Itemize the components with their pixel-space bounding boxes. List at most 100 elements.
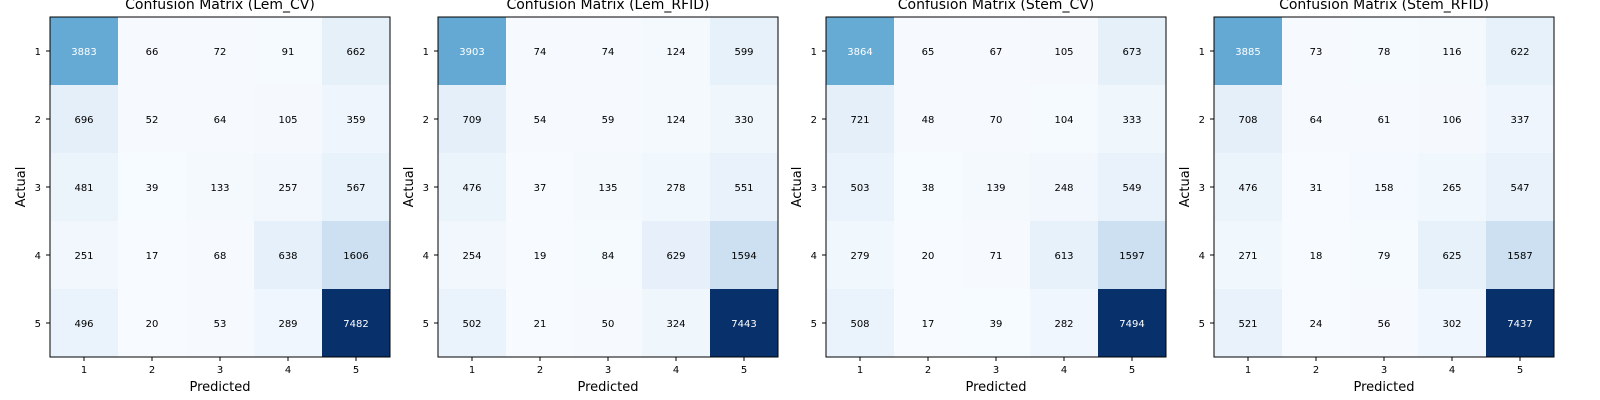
heatmap-cell (186, 289, 254, 357)
y-tick-label: 2 (35, 115, 41, 126)
y-tick-label: 3 (35, 183, 41, 194)
cell-value-label: 549 (1122, 183, 1141, 194)
cell-value-label: 521 (1238, 319, 1257, 330)
heatmap-cell (254, 289, 322, 357)
x-tick-label: 1 (469, 365, 475, 376)
cell-value-label: 3903 (459, 47, 484, 58)
cell-value-label: 271 (1238, 251, 1257, 262)
x-tick-label: 2 (149, 365, 155, 376)
cell-value-label: 106 (1442, 115, 1461, 126)
cell-value-label: 24 (1310, 319, 1323, 330)
heatmap-cell (1418, 153, 1486, 221)
heatmap-cell (1098, 221, 1166, 289)
heatmap-cell (1282, 221, 1350, 289)
y-tick-label: 5 (35, 319, 41, 330)
cell-value-label: 625 (1442, 251, 1461, 262)
heatmap-cell (118, 289, 186, 357)
chart-title: Confusion Matrix (Lem_RFID) (506, 0, 709, 13)
x-tick-label: 2 (537, 365, 543, 376)
x-tick-label: 5 (1129, 365, 1135, 376)
cell-value-label: 547 (1510, 183, 1529, 194)
cell-value-label: 54 (534, 115, 547, 126)
heatmap-cell (1350, 17, 1418, 85)
y-tick-label: 2 (423, 115, 429, 126)
cell-value-label: 105 (1054, 47, 1073, 58)
y-axis-label: Actual (1178, 167, 1193, 208)
cell-value-label: 265 (1442, 183, 1461, 194)
cell-value-label: 476 (1238, 183, 1257, 194)
heatmap-cell (438, 221, 506, 289)
cell-value-label: 503 (850, 183, 869, 194)
cell-value-label: 7494 (1119, 319, 1144, 330)
heatmap-cell (186, 17, 254, 85)
cell-value-label: 17 (922, 319, 935, 330)
heatmap-cell (826, 17, 894, 85)
heatmap-cell (1418, 85, 1486, 153)
heatmap-cell (894, 289, 962, 357)
heatmap-cell (642, 289, 710, 357)
heatmap-cell (642, 153, 710, 221)
y-axis-label: Actual (790, 167, 805, 208)
cell-value-label: 3883 (71, 47, 96, 58)
cell-value-label: 17 (146, 251, 159, 262)
heatmap-cell (506, 153, 574, 221)
heatmap-cell (574, 221, 642, 289)
cell-value-label: 622 (1510, 47, 1529, 58)
y-axis-label: Actual (14, 167, 29, 208)
y-tick-label: 3 (1199, 183, 1205, 194)
heatmap-cell (826, 289, 894, 357)
cell-value-label: 39 (146, 183, 159, 194)
cell-value-label: 567 (346, 183, 365, 194)
x-tick-label: 3 (1381, 365, 1387, 376)
y-tick-label: 5 (1199, 319, 1205, 330)
y-tick-label: 5 (811, 319, 817, 330)
heatmap-cell (1030, 153, 1098, 221)
heatmap-cell (1418, 289, 1486, 357)
heatmap-cell (710, 153, 778, 221)
heatmap-cell (118, 85, 186, 153)
heatmap-cell (506, 85, 574, 153)
cell-value-label: 613 (1054, 251, 1073, 262)
heatmap-cell (1098, 289, 1166, 357)
cell-value-label: 278 (666, 183, 685, 194)
x-tick-label: 4 (1061, 365, 1067, 376)
y-tick-label: 4 (35, 251, 41, 262)
cell-value-label: 282 (1054, 319, 1073, 330)
heatmap-cell (894, 221, 962, 289)
heatmap-cell (438, 17, 506, 85)
cell-value-label: 79 (1378, 251, 1391, 262)
cell-value-label: 133 (210, 183, 229, 194)
heatmap-cell (894, 153, 962, 221)
cell-value-label: 74 (602, 47, 615, 58)
cell-value-label: 67 (990, 47, 1003, 58)
cell-value-label: 7437 (1507, 319, 1532, 330)
cell-value-label: 78 (1378, 47, 1391, 58)
cell-value-label: 551 (734, 183, 753, 194)
cell-value-label: 18 (1310, 251, 1323, 262)
y-tick-label: 1 (1199, 47, 1205, 58)
cell-value-label: 20 (922, 251, 935, 262)
heatmap-cell (254, 85, 322, 153)
cell-value-label: 66 (146, 47, 159, 58)
y-tick-label: 4 (1199, 251, 1205, 262)
heatmap-cell (118, 221, 186, 289)
y-tick-label: 5 (423, 319, 429, 330)
heatmap-cell (826, 85, 894, 153)
heatmap-cell (1214, 17, 1282, 85)
heatmap-cell (186, 85, 254, 153)
heatmap-cell (1418, 221, 1486, 289)
heatmap-cell (1214, 153, 1282, 221)
x-tick-label: 5 (353, 365, 359, 376)
cell-value-label: 1597 (1119, 251, 1144, 262)
heatmap-cell (1214, 289, 1282, 357)
cell-value-label: 1587 (1507, 251, 1532, 262)
y-tick-label: 1 (423, 47, 429, 58)
x-axis-label: Predicted (965, 380, 1026, 395)
cell-value-label: 19 (534, 251, 547, 262)
heatmap-cell (962, 289, 1030, 357)
heatmap-cell (50, 85, 118, 153)
